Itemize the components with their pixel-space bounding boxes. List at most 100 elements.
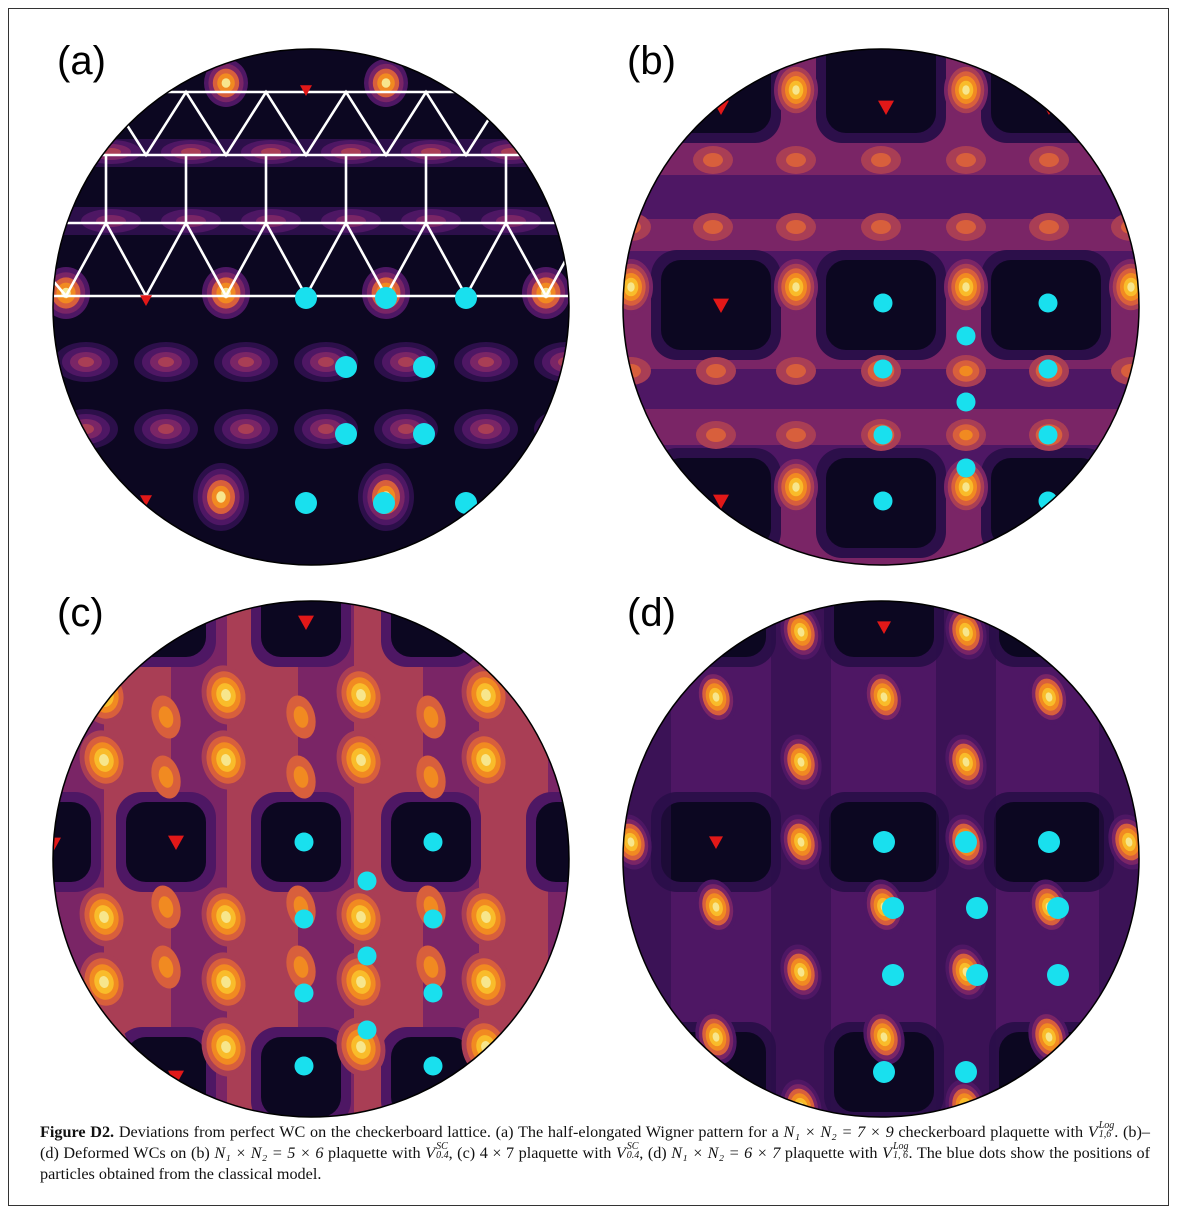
v-c-sup: SC — [626, 1141, 639, 1153]
plot-boundary — [52, 600, 570, 1118]
particle-dot — [423, 1056, 443, 1076]
triangle-marker — [168, 1070, 184, 1085]
particle-dot — [1038, 359, 1058, 379]
particle-dot — [966, 897, 988, 919]
particle-dot — [455, 492, 477, 514]
panel-d-plot — [622, 600, 1140, 1118]
plot-boundary — [622, 48, 1140, 566]
particle-dot — [1038, 1061, 1060, 1083]
density-peak — [53, 209, 61, 233]
density-peak — [193, 463, 249, 531]
density-peak — [1028, 669, 1070, 725]
particle-dot — [873, 425, 893, 445]
density-peak — [151, 885, 181, 929]
density-peak — [416, 945, 446, 989]
density-peak — [946, 146, 986, 174]
density-peak — [1109, 62, 1139, 118]
density-peak — [861, 146, 901, 174]
particle-dot — [335, 423, 357, 445]
density-peak — [461, 952, 511, 1012]
density-peak — [776, 146, 816, 174]
density-hole — [661, 458, 771, 548]
particle-dot — [294, 909, 314, 929]
particle-dot — [956, 458, 976, 478]
density-peak — [321, 140, 381, 164]
particle-dot — [873, 293, 893, 313]
density-peak — [241, 209, 301, 233]
density-peak — [461, 887, 511, 947]
density-peak — [861, 213, 901, 241]
density-map — [53, 601, 569, 1117]
density-peak — [241, 140, 301, 164]
density-peak — [321, 209, 381, 233]
particle-dot — [873, 1061, 895, 1083]
density-peak — [780, 604, 822, 660]
hole-ring — [989, 601, 1109, 667]
density-peak — [79, 730, 129, 790]
density-peak — [364, 59, 408, 107]
density-peak — [214, 409, 278, 449]
density-peak — [780, 814, 822, 870]
particle-dot — [873, 491, 893, 511]
v-symbol: V — [882, 1144, 892, 1162]
density-peak — [53, 140, 61, 164]
particle-dot — [357, 871, 377, 891]
particle-dot — [357, 946, 377, 966]
density-hole — [126, 1037, 206, 1117]
triangle-marker — [300, 85, 312, 96]
caption-text-3: . (b)–(d) Deformed WCs on (b) — [40, 1123, 1150, 1162]
density-peak — [946, 213, 986, 241]
density-map — [53, 49, 569, 565]
caption-v-d: V Log 1, 6 — [882, 1141, 909, 1162]
panel-a-plot — [52, 48, 570, 566]
density-peak — [623, 459, 653, 515]
density-peak — [1029, 146, 1069, 174]
density-peak — [944, 259, 988, 315]
caption-text-5: , (c) 4 × 7 plaquette with — [448, 1144, 612, 1162]
v-symbol: V — [1087, 1123, 1098, 1141]
density-peak — [336, 665, 386, 725]
panel-a: (a) — [31, 25, 591, 585]
density-peak — [204, 59, 248, 107]
density-peak — [461, 665, 511, 725]
density-peak — [53, 267, 90, 319]
density-peak — [461, 730, 511, 790]
density-peak — [161, 209, 221, 233]
density-peak — [561, 209, 569, 233]
panel-c: (c) — [31, 577, 591, 1137]
panel-a-label: (a) — [57, 39, 106, 83]
particle-dot — [294, 983, 314, 1003]
v-a-sup: Log — [1098, 1120, 1115, 1132]
triangle-marker — [423, 601, 439, 615]
density-peak — [780, 734, 822, 790]
density-peak — [416, 695, 446, 739]
density-peak — [454, 342, 518, 382]
figure-caption: Figure D2. Deviations from perfect WC on… — [40, 1120, 1150, 1185]
density-peak — [774, 459, 818, 515]
particle-dot — [357, 1020, 377, 1040]
density-peak — [416, 755, 446, 799]
density-peak — [522, 267, 569, 319]
density-hole — [261, 1037, 341, 1117]
v-d-sup: Log — [892, 1141, 909, 1153]
figure-frame: (a) (b) (c) (d) — [8, 8, 1169, 1206]
density-peak — [201, 1017, 251, 1077]
density-hole — [999, 601, 1099, 657]
particle-dot — [1038, 293, 1058, 313]
caption-v-c: V SC 0.4 — [616, 1141, 639, 1162]
density-hole — [53, 802, 91, 882]
density-hole — [834, 601, 934, 657]
particle-dot — [1038, 831, 1060, 853]
particle-dot — [423, 909, 443, 929]
density-peak — [454, 409, 518, 449]
triangle-marker — [460, 85, 472, 96]
density-peak — [774, 259, 818, 315]
particle-dot — [882, 964, 904, 986]
particle-dot — [1047, 897, 1069, 919]
density-peak — [623, 146, 651, 174]
density-peak — [863, 1009, 905, 1065]
triangle-marker — [140, 295, 152, 306]
density-peak — [780, 944, 822, 1000]
density-peak — [561, 140, 569, 164]
particle-dot — [873, 359, 893, 379]
